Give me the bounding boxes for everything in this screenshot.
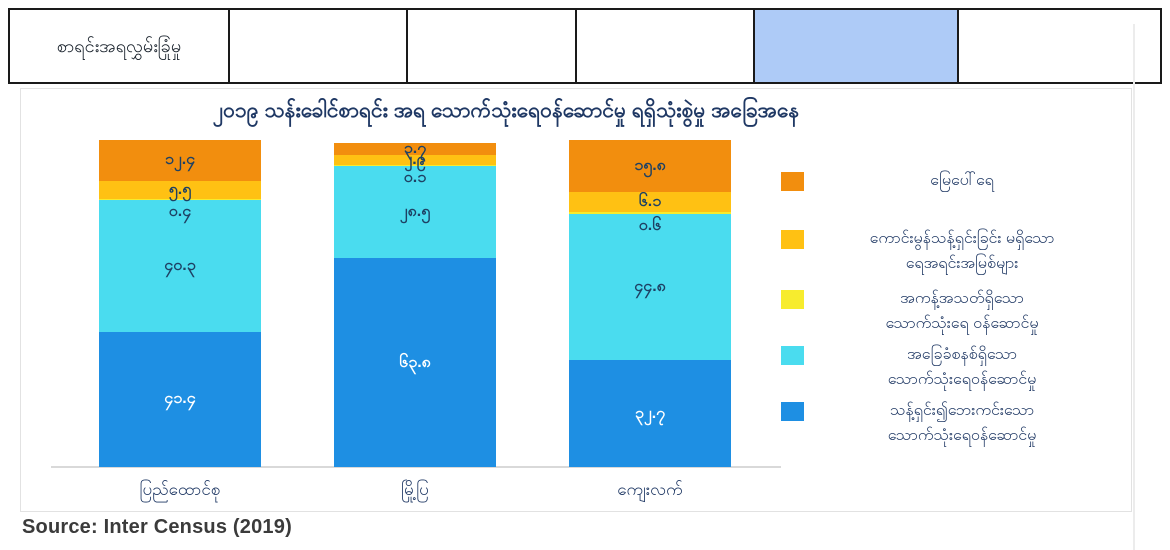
legend-swatch — [781, 172, 804, 191]
bar-segment: ၀.၄ — [99, 198, 261, 220]
legend-swatch — [781, 230, 804, 249]
bar-segment-value: ၄၁.၄ — [164, 390, 196, 408]
x-axis-line — [51, 466, 781, 468]
chart-legend: မြေပေါ်ရေကောင်းမွန်သန့်ရှင်းခြင်း မရှိသေ… — [781, 89, 1126, 511]
table-cell[interactable] — [959, 10, 1160, 82]
bar-segment: ၆.၁ — [569, 191, 731, 212]
table-cell[interactable] — [408, 10, 577, 82]
bar-segment: ၂.၉ — [334, 151, 496, 168]
table-cell-highlighted[interactable] — [755, 10, 959, 82]
legend-item: ကောင်းမွန်သန့်ရှင်းခြင်း မရှိသော ရေအရင်းအ… — [781, 227, 1112, 277]
legend-swatch — [781, 402, 804, 421]
bar-segment-value: ၁၂.၄ — [164, 151, 196, 169]
chart-panel: ၂၀၁၉ သန်းခေါင်စာရင်း အရ သောက်သုံးရေဝန်ဆေ… — [20, 88, 1132, 512]
stacked-bar: ၄၁.၄ ၄၀.၃ ၀.၄ ၅.၅ ၁၂.၄ — [99, 140, 261, 467]
source-citation: Source: Inter Census (2019) — [22, 516, 292, 538]
bar-segment: ၃၂.၇ — [569, 360, 731, 467]
category-label: ကျေးလက် — [617, 480, 683, 499]
bar-segment-value: ၁၅.၈ — [634, 156, 666, 174]
bar-segment-value: ၆၃.၈ — [399, 353, 431, 371]
legend-swatch — [781, 346, 804, 365]
page-edge-divider — [1133, 24, 1135, 550]
bar-segment: ၄၁.၄ — [99, 331, 261, 467]
legend-label: အကန့်အသတ်ရှိသော သောက်သုံးရေ ဝန်ဆောင်မှု — [885, 290, 1039, 332]
bar-segment-value: ၂၈.၅ — [399, 202, 431, 220]
bar-segment: ၂၈.၅ — [334, 165, 496, 259]
legend-item: အကန့်အသတ်ရှိသော သောက်သုံးရေ ဝန်ဆောင်မှု — [781, 287, 1112, 337]
plot-area: ၄၁.၄ ၄၀.၃ ၀.၄ ၅.၅ ၁၂.၄ ပြည်ထောင်စု ၆၃.၈ ၂၈.၅ ၀.၁… — [21, 89, 1131, 511]
category-label: မြို့ပြ — [401, 480, 429, 499]
legend-label: သန့်ရှင်း၍ဘေးကင်းသော သောက်သုံးရေဝန်ဆောင်မ… — [887, 402, 1037, 444]
legend-label: ကောင်းမွန်သန့်ရှင်းခြင်း မရှိသော ရေအရင်းအ… — [869, 230, 1055, 272]
bar-segment: ၁၅.၈ — [569, 140, 731, 192]
table-cell-text: လွှမ်းခြုံမှု — [126, 35, 182, 56]
stacked-bar: ၃၂.၇ ၄၄.၈ ၀.၆ ၆.၁ ၁၅.၈ — [569, 140, 731, 467]
table-cell[interactable] — [577, 10, 755, 82]
bar-segment-value: ၄၀.၃ — [164, 256, 196, 274]
bar-segment-value: ၃၂.၇ — [634, 404, 666, 422]
legend-label: အခြေခံစနစ်ရှိသော သောက်သုံးရေဝန်ဆောင်မှု — [887, 346, 1037, 388]
legend-item: မြေပေါ်ရေ — [781, 169, 1112, 194]
legend-item: သန့်ရှင်း၍ဘေးကင်းသော သောက်သုံးရေဝန်ဆောင်မ… — [781, 399, 1112, 449]
bar-segment-value: ၅.၅ — [168, 180, 192, 198]
header-table-row: စာရင်းအရ လွှမ်းခြုံမှု — [8, 8, 1162, 84]
stacked-bar: ၆၃.၈ ၂၈.၅ ၀.၁ ၂.၉ ၃.၇ — [334, 140, 496, 467]
legend-label: မြေပေါ်ရေ — [930, 172, 994, 189]
bar-segment: ၃.၇ — [334, 140, 496, 157]
bar-segment-value: ၄၄.၈ — [634, 277, 666, 295]
bar-segment: ၀.၆ — [569, 211, 731, 234]
table-cell[interactable]: စာရင်းအရ လွှမ်းခြုံမှု — [10, 10, 230, 82]
bar-segment: ၄၀.၃ — [99, 199, 261, 332]
bar-segment: ၄၄.၈ — [569, 213, 731, 361]
legend-item: အခြေခံစနစ်ရှိသော သောက်သုံးရေဝန်ဆောင်မှု — [781, 343, 1112, 393]
bar-segment: ၆၃.၈ — [334, 258, 496, 467]
chart-title: ၂၀၁၉ သန်းခေါင်စာရင်း အရ သောက်သုံးရေဝန်ဆေ… — [212, 99, 800, 122]
bar-segment: ၁၂.၄ — [99, 140, 261, 181]
table-cell[interactable] — [230, 10, 408, 82]
legend-swatch — [781, 290, 804, 309]
bar-segment: ၅.၅ — [99, 181, 261, 199]
table-cell-text: စာရင်းအရ — [56, 35, 127, 56]
bar-segment-value: ၆.၁ — [638, 192, 662, 210]
category-label: ပြည်ထောင်စု — [139, 480, 221, 499]
